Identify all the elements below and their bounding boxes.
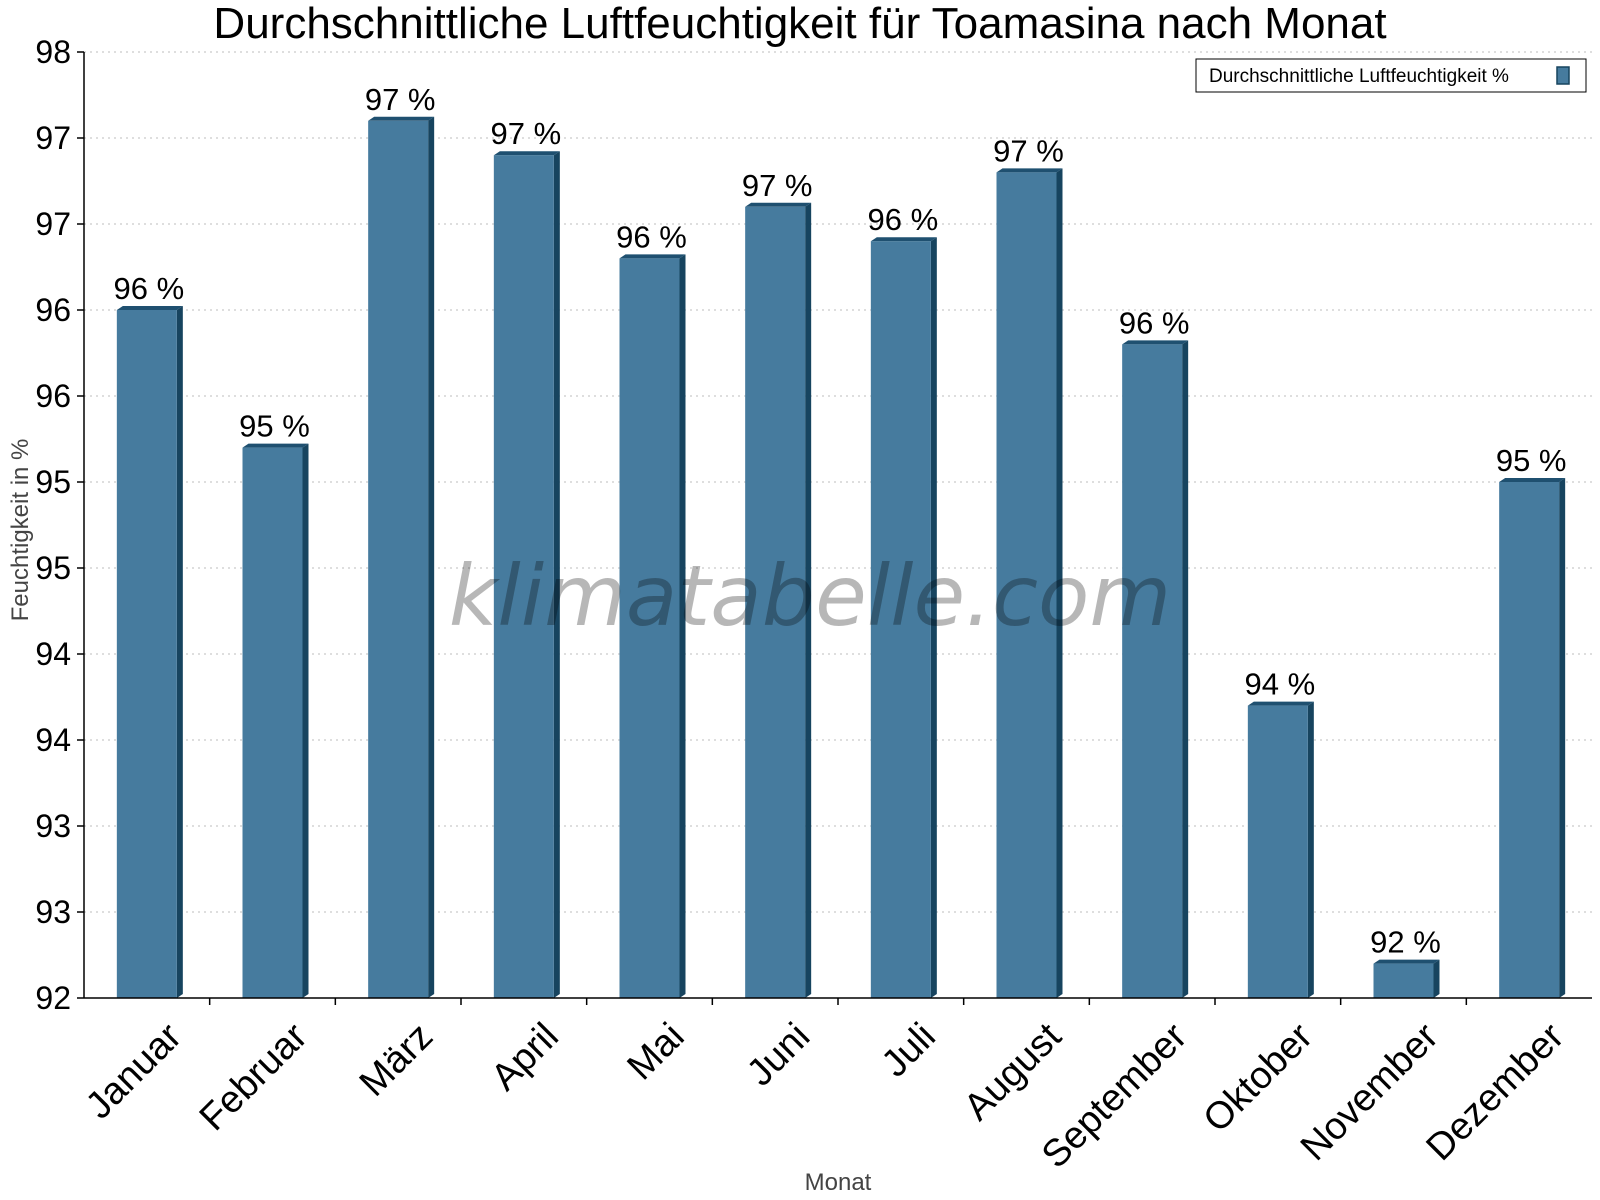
x-tick-label: Mai	[620, 1015, 693, 1088]
bar-side	[930, 237, 937, 998]
bar-side	[805, 202, 812, 999]
bar-top	[996, 168, 1063, 173]
x-tick-label: Juni	[739, 1015, 818, 1094]
x-axis-title: Monat	[805, 1169, 872, 1196]
y-tick-label: 97	[35, 206, 71, 242]
bar-value-label: 97 %	[993, 133, 1064, 168]
y-tick-label: 98	[35, 34, 71, 70]
bar-1	[116, 306, 183, 998]
bar-front	[745, 206, 806, 999]
bar-side	[1307, 701, 1314, 998]
y-tick-label: 97	[35, 120, 71, 156]
bar-front	[1247, 705, 1308, 998]
bar-top	[493, 151, 560, 156]
bar-3	[368, 116, 435, 999]
bar-value-label: 96 %	[867, 202, 938, 237]
bar-side	[679, 254, 686, 998]
bar-front	[242, 447, 303, 999]
bar-8	[996, 168, 1063, 998]
bar-top	[1373, 959, 1440, 964]
legend-box	[1195, 58, 1587, 93]
bar-side	[1182, 340, 1189, 998]
bar-front	[493, 155, 554, 998]
x-tick-label: Dezember	[1419, 1015, 1573, 1169]
y-tick-label: 93	[35, 894, 71, 930]
bar-value-label: 94 %	[1244, 667, 1315, 702]
bar-top	[1122, 340, 1189, 345]
y-tick-label: 94	[35, 636, 71, 672]
bar-front	[1499, 482, 1560, 998]
y-tick-label: 93	[35, 808, 71, 844]
y-tick-label: 96	[35, 292, 71, 328]
bar-value-label: 97 %	[365, 82, 436, 117]
bar-4	[493, 151, 560, 998]
bar-value-label: 92 %	[1370, 925, 1441, 960]
bar-12	[1499, 478, 1566, 998]
bar-top	[1247, 701, 1314, 706]
bar-value-label: 96 %	[113, 271, 184, 306]
bar-front	[996, 172, 1057, 998]
bar-side	[428, 116, 435, 999]
bar-side	[1433, 959, 1440, 998]
bar-5	[619, 254, 686, 998]
bar-front	[619, 258, 680, 998]
legend-swatch	[1556, 66, 1570, 85]
x-ticks: Januar Februar März April Mai Juni Juli AugustS…	[78, 998, 1572, 1176]
grid-lines	[84, 51, 1592, 913]
bar-10	[1247, 701, 1314, 998]
y-tick-label: 92	[35, 980, 71, 1016]
bar-top	[368, 116, 435, 121]
bar-11	[1373, 959, 1440, 998]
bar-6	[745, 202, 812, 999]
bar-labels: 96 % 95 % 97 % 97 % 96 % 97 % 96 % 97 % 96 % 94 %…	[113, 82, 1566, 960]
y-axis-title: Feuchtigkeit in %	[7, 439, 34, 622]
x-tick-label: August	[956, 1015, 1070, 1129]
y-tick-label: 95	[35, 550, 71, 586]
bar-front	[1373, 963, 1434, 998]
bar-value-label: 97 %	[490, 116, 561, 151]
bar-front	[870, 241, 931, 998]
bar-side	[1056, 168, 1063, 998]
y-ticks: 92 93 93 94 94 95 95 96 96 97 97 98	[35, 34, 84, 1016]
bar-2	[242, 443, 309, 999]
bar-top	[870, 237, 937, 242]
x-tick-label: Januar	[78, 1015, 190, 1127]
bar-front	[368, 120, 429, 999]
legend: Durchschnittliche Luftfeuchtigkeit %	[1195, 58, 1587, 93]
bar-value-label: 96 %	[1119, 305, 1190, 340]
bar-side	[553, 151, 560, 998]
bar-front	[1122, 344, 1183, 998]
bar-side	[176, 306, 183, 998]
bar-7	[870, 237, 937, 998]
y-tick-label: 95	[35, 464, 71, 500]
bar-top	[116, 306, 183, 310]
x-tick-label: November	[1293, 1015, 1447, 1169]
bar-top	[242, 443, 309, 448]
bar-front	[116, 310, 177, 998]
bar-top	[1499, 478, 1566, 482]
bar-top	[745, 202, 812, 207]
bar-9	[1122, 340, 1189, 998]
y-tick-label: 94	[35, 722, 71, 758]
x-tick-label: April	[483, 1015, 566, 1098]
bars	[116, 116, 1566, 999]
legend-label: Durchschnittliche Luftfeuchtigkeit %	[1209, 66, 1509, 87]
bar-value-label: 95 %	[1496, 443, 1567, 478]
x-tick-label: Oktober	[1196, 1015, 1322, 1141]
watermark: klimatabelle.com	[449, 547, 1172, 645]
x-tick-label: Februar	[192, 1015, 316, 1139]
bar-value-label: 95 %	[239, 409, 310, 444]
bar-value-label: 96 %	[616, 219, 687, 254]
y-tick-label: 96	[35, 378, 71, 414]
chart-title: Durchschnittliche Luftfeuchtigkeit für T…	[213, 0, 1386, 48]
bar-value-label: 97 %	[742, 168, 813, 203]
x-tick-label: März	[352, 1015, 441, 1104]
bar-side	[302, 443, 309, 999]
bar-side	[1559, 478, 1566, 998]
bar-top	[619, 254, 686, 259]
x-tick-label: Juli	[874, 1015, 944, 1085]
